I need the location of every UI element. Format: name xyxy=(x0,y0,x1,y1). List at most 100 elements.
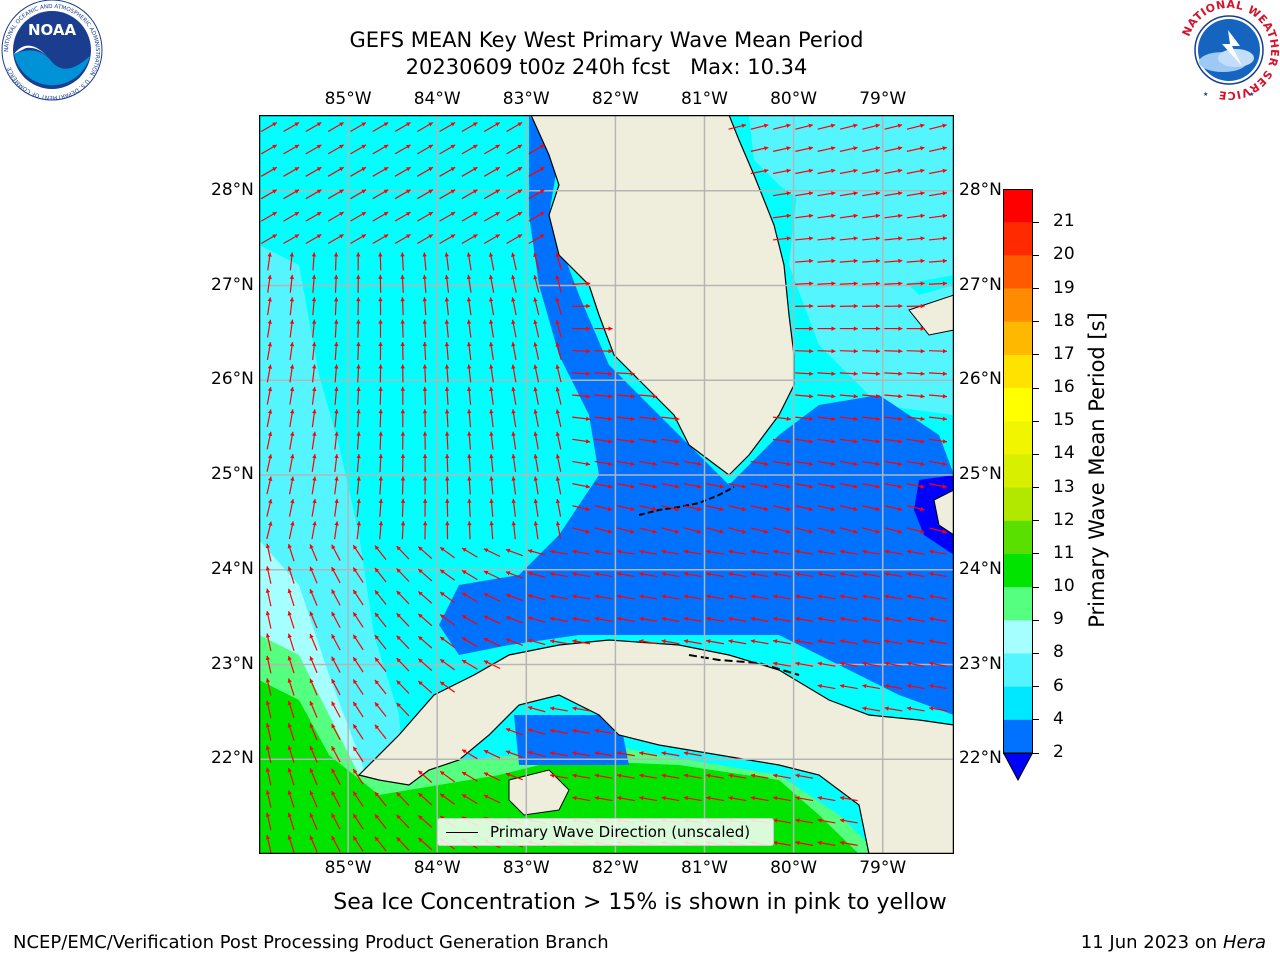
wave-arrow xyxy=(467,521,472,540)
wave-arrow xyxy=(862,438,881,444)
wave-arrow xyxy=(572,639,591,645)
wave-arrow xyxy=(422,386,428,405)
wave-arrow xyxy=(417,144,434,155)
wave-arrow xyxy=(533,297,540,316)
ocean-2-4s-region-cuba-south xyxy=(514,715,629,765)
wave-arrow xyxy=(287,812,295,831)
wave-arrow xyxy=(549,773,568,779)
wave-arrow xyxy=(309,633,318,651)
wave-arrow xyxy=(750,639,769,645)
wave-arrow xyxy=(555,386,562,405)
wave-arrow xyxy=(394,121,411,133)
wave-arrow xyxy=(706,616,724,622)
wave-arrow xyxy=(594,795,613,802)
wave-arrow xyxy=(929,527,947,534)
wave-arrow xyxy=(266,409,273,428)
wave-arrow xyxy=(884,460,903,467)
wave-arrow xyxy=(396,836,410,851)
wave-arrow xyxy=(906,281,925,286)
wave-arrow xyxy=(350,189,367,200)
colorbar-bin xyxy=(1003,454,1033,489)
wave-arrow xyxy=(795,348,814,354)
wave-arrow xyxy=(265,566,272,584)
wave-arrow xyxy=(356,274,361,293)
wave-arrow xyxy=(266,521,273,540)
wave-arrow xyxy=(331,611,341,629)
wave-arrow xyxy=(817,505,836,512)
wave-arrow xyxy=(683,460,702,467)
wave-arrow xyxy=(309,700,318,718)
legend-label: Primary Wave Direction (unscaled) xyxy=(490,823,751,841)
wave-arrow xyxy=(929,191,947,197)
wave-arrow xyxy=(505,750,523,758)
wave-arrow xyxy=(505,593,523,602)
wave-arrow xyxy=(795,773,814,779)
colorbar-tick-mark xyxy=(1033,288,1039,290)
wave-arrow xyxy=(374,567,387,583)
colorbar-bin xyxy=(1003,321,1033,356)
wave-arrow xyxy=(511,342,517,360)
wave-arrow xyxy=(352,813,364,830)
wave-arrow xyxy=(572,281,591,286)
wave-arrow xyxy=(683,639,702,645)
wave-arrow xyxy=(372,233,389,245)
wave-arrow xyxy=(527,705,546,713)
wave-arrow xyxy=(884,527,903,534)
wave-arrow xyxy=(489,319,495,338)
sea-ice-caption: Sea Ice Concentration > 15% is shown in … xyxy=(333,890,947,915)
wave-arrow xyxy=(706,549,724,555)
wave-arrow xyxy=(661,616,680,622)
wave-arrow xyxy=(884,616,903,622)
wave-arrow xyxy=(309,812,318,830)
wave-arrow xyxy=(817,795,836,802)
wave-arrow xyxy=(884,146,903,152)
wave-arrow xyxy=(683,773,702,779)
wave-arrow xyxy=(527,616,546,623)
lon-label-top: 79°W xyxy=(859,89,907,109)
wave-arrow xyxy=(728,795,747,802)
wave-arrow xyxy=(929,168,947,175)
wave-arrow xyxy=(400,252,405,271)
legend-line-sample xyxy=(446,832,478,833)
wave-arrow xyxy=(549,728,568,734)
wave-arrow xyxy=(817,258,836,264)
wave-arrow xyxy=(533,521,539,540)
wave-arrow xyxy=(772,594,791,600)
wave-arrow xyxy=(839,505,858,512)
wave-arrow xyxy=(594,527,613,534)
wave-arrow xyxy=(352,679,364,695)
wave-arrow xyxy=(467,431,472,450)
wave-arrow xyxy=(772,168,791,175)
wave-arrow xyxy=(311,297,317,316)
wave-arrow xyxy=(884,683,903,690)
wave-arrow xyxy=(444,431,450,450)
wave-arrow xyxy=(266,386,273,405)
wave-arrow xyxy=(533,409,539,428)
colorbar-tick-label: 17 xyxy=(1053,343,1075,364)
wave-arrow xyxy=(311,476,317,495)
wave-arrow xyxy=(356,364,361,383)
wave-arrow xyxy=(466,274,472,293)
colorbar-tick-mark xyxy=(1033,719,1039,721)
wave-arrow xyxy=(906,236,925,241)
wave-arrow xyxy=(309,544,318,562)
wave-arrow xyxy=(773,527,791,534)
wave-arrow xyxy=(862,460,881,467)
wave-arrow xyxy=(422,297,427,316)
wave-arrow xyxy=(906,683,925,690)
wave-arrow xyxy=(572,371,591,376)
wave-arrow xyxy=(572,773,591,779)
wave-arrow xyxy=(422,431,428,450)
wave-arrow xyxy=(928,348,948,354)
colorbar-bin xyxy=(1003,222,1033,256)
wave-arrow xyxy=(772,840,791,846)
wave-arrow xyxy=(374,589,387,605)
wave-arrow xyxy=(350,121,367,133)
wave-arrow xyxy=(352,768,364,785)
wave-arrow xyxy=(260,211,278,222)
wave-arrow xyxy=(929,438,947,444)
wave-arrow xyxy=(488,297,495,316)
wave-arrow xyxy=(683,505,702,512)
wave-arrow xyxy=(549,616,568,622)
wave-arrow xyxy=(594,773,613,779)
